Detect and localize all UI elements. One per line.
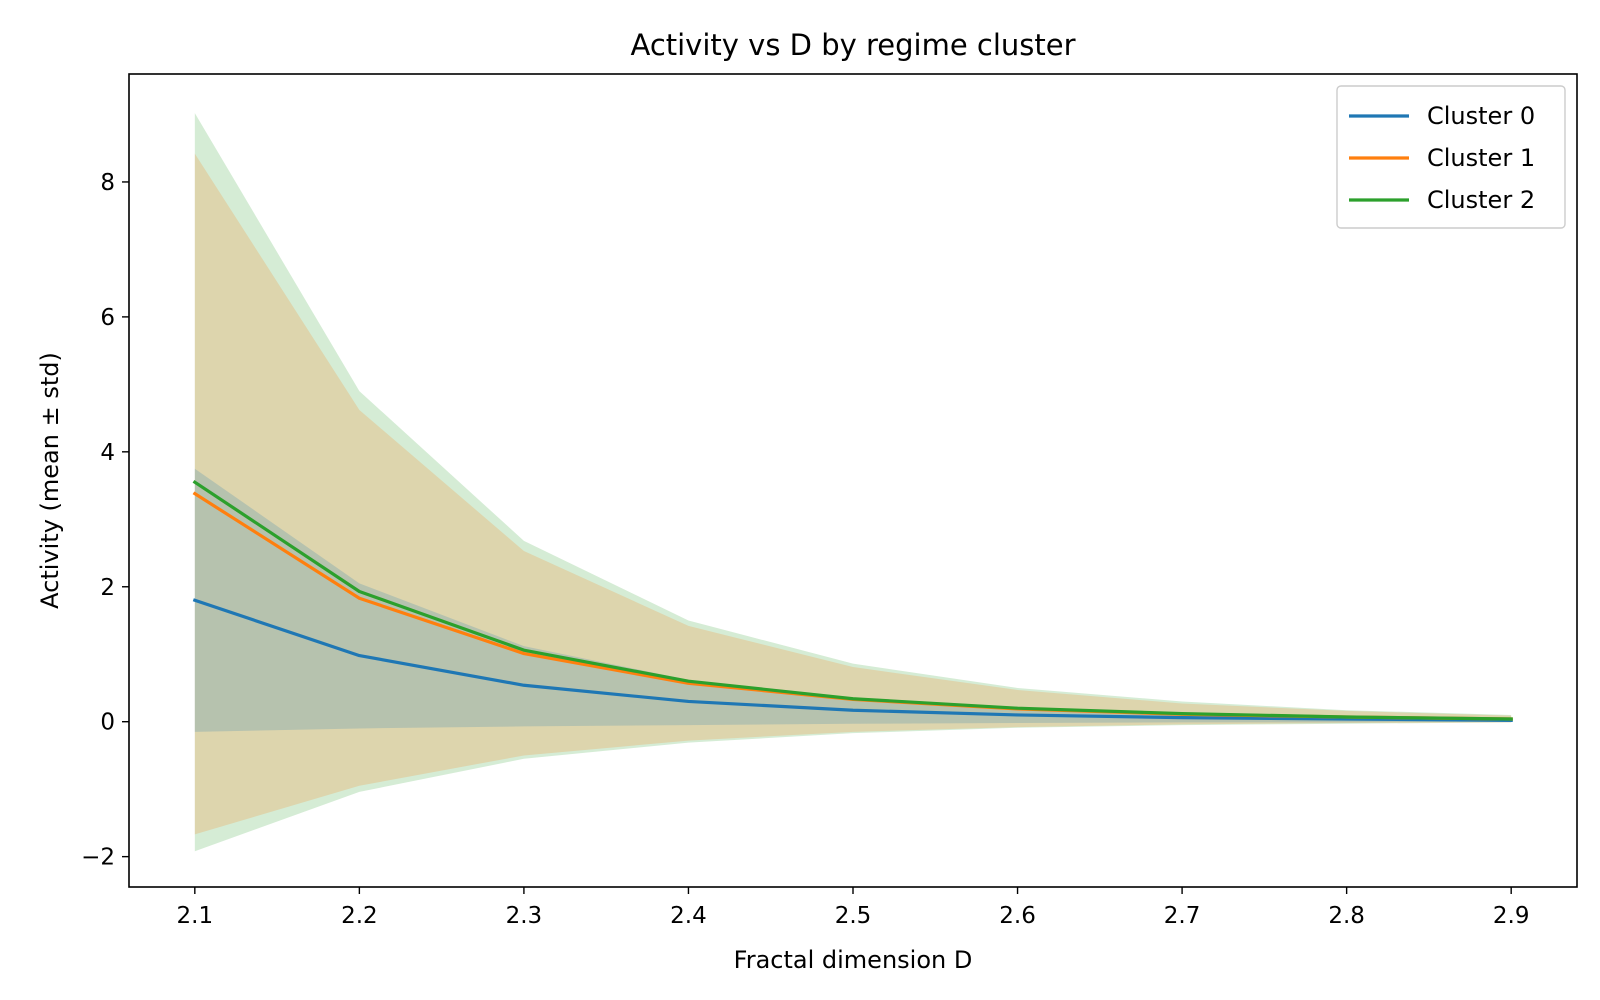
- std-band-cluster-0: [194, 468, 1512, 732]
- x-tick-label: 2.7: [1164, 903, 1201, 929]
- y-tick-label: 2: [100, 575, 115, 601]
- x-tick-label: 2.9: [1493, 903, 1530, 929]
- y-tick-label: 4: [100, 440, 115, 466]
- legend-label-cluster-2: Cluster 2: [1427, 186, 1535, 214]
- x-axis: 2.1 2.2 2.3 2.4 2.5 2.6 2.7 2.8 2.9: [177, 887, 1530, 929]
- chart-title: Activity vs D by regime cluster: [630, 28, 1075, 62]
- legend-label-cluster-0: Cluster 0: [1427, 102, 1535, 130]
- mean-line-cluster-0: [192, 598, 1513, 722]
- x-tick-label: 2.3: [506, 903, 543, 929]
- x-tick-label: 2.8: [1328, 903, 1365, 929]
- x-tick-label: 2.4: [670, 903, 707, 929]
- x-tick-label: 2.5: [835, 903, 872, 929]
- y-axis-label: Activity (mean ± std): [36, 352, 64, 609]
- legend-label-cluster-1: Cluster 1: [1427, 144, 1535, 172]
- std-bands: [194, 113, 1512, 852]
- std-band-cluster-1: [194, 153, 1512, 835]
- x-tick-label: 2.2: [341, 903, 378, 929]
- y-tick-label: −2: [81, 845, 115, 871]
- legend: Cluster 0 Cluster 1 Cluster 2: [1336, 85, 1566, 229]
- x-tick-label: 2.6: [999, 903, 1036, 929]
- x-tick-label: 2.1: [177, 903, 214, 929]
- mean-lines: [192, 479, 1513, 722]
- y-tick-label: 6: [100, 305, 115, 331]
- y-tick-label: 8: [100, 170, 115, 196]
- legend-box: [1336, 85, 1566, 229]
- mean-line-cluster-2: [192, 479, 1513, 721]
- x-axis-label: Fractal dimension D: [734, 946, 973, 974]
- y-axis: −2 0 2 4 6 8: [81, 170, 129, 871]
- std-band-cluster-2: [194, 113, 1512, 852]
- y-tick-label: 0: [100, 710, 115, 736]
